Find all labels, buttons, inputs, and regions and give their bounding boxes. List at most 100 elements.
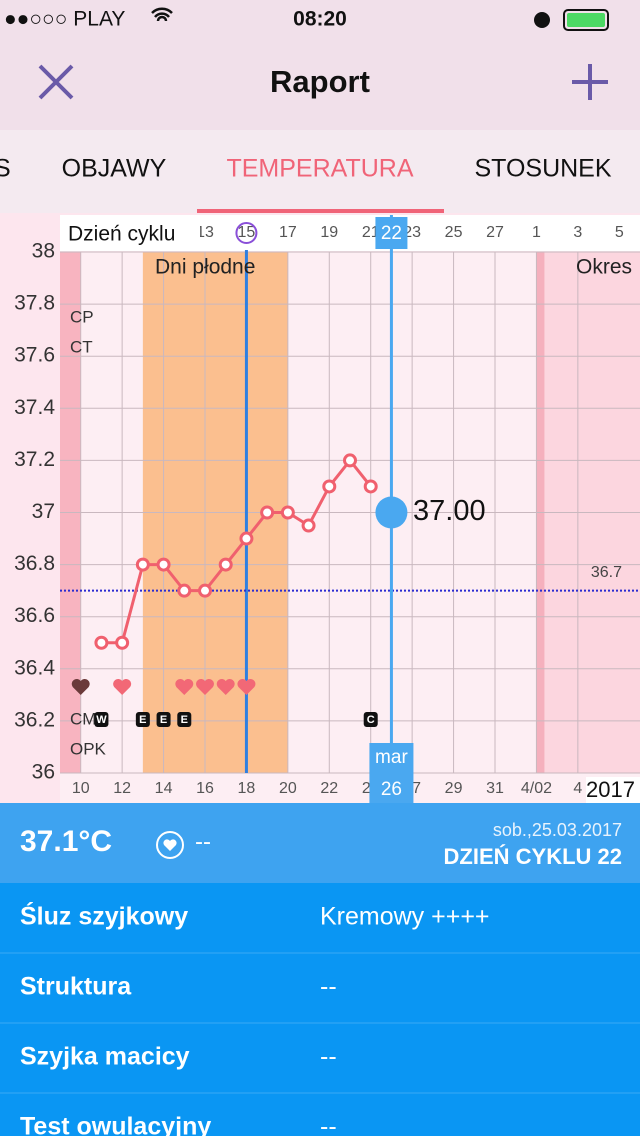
coverline-label: 36.7 [591, 564, 622, 581]
battery [563, 9, 609, 31]
selected-day-box [375, 217, 408, 249]
intercourse-heart [216, 679, 235, 695]
row-label: CP [70, 307, 94, 326]
header-bg [0, 0, 640, 130]
date-tick-label: 16 [196, 780, 214, 797]
x-tick-label: 21 [362, 224, 380, 241]
selected-date-box [369, 743, 414, 803]
mucus-label: E [181, 714, 188, 726]
temperature-point [198, 583, 212, 598]
temperature: 37.1°C [20, 825, 112, 858]
clock: 08:20 [293, 8, 347, 31]
summary-cycle-day: DZIEŃ CYKLU 22 [444, 844, 622, 869]
tab[interactable]: TEMPERATURA [226, 155, 413, 183]
selected-date: 26 [381, 779, 402, 800]
row-label: OPK [70, 739, 107, 758]
y-tick-label: 37.2 [14, 448, 55, 471]
battery-level [567, 13, 605, 27]
date-tick-label: 29 [445, 780, 463, 797]
y-tick-label: 37 [32, 500, 55, 523]
y-tick-label: 36.2 [14, 708, 55, 731]
intercourse-heart [237, 679, 256, 695]
temperature-point [363, 479, 378, 494]
y-tick-label: 37.6 [14, 344, 55, 367]
year-bg [586, 777, 640, 803]
x-tick-label: 3 [573, 224, 582, 241]
date-tick-label: 4/02 [521, 780, 552, 797]
date-tick-label: 18 [238, 780, 256, 797]
alarm-icon [534, 12, 550, 28]
temperature-point [239, 531, 254, 546]
mucus-label: C [367, 714, 375, 726]
tabs-bg [0, 130, 640, 215]
temperature-point [115, 635, 130, 650]
mucus-label: E [160, 714, 167, 726]
temperature-point [156, 557, 171, 572]
temperature-point [94, 635, 109, 650]
summary-bg [0, 803, 640, 883]
x-tick-label: 1 [532, 224, 541, 241]
heart-glyph [163, 839, 177, 851]
y-tick-label: 37.8 [14, 292, 55, 315]
add-button[interactable] [572, 64, 608, 100]
selected-month: mar [375, 747, 408, 768]
row-label[interactable]: Śluz szyjkowy [20, 901, 188, 931]
heart-icon [156, 831, 184, 859]
y-tick-label: 36 [32, 761, 55, 784]
row-value: -- [320, 1113, 337, 1136]
temperature-point [322, 479, 337, 494]
temperature-point [343, 453, 357, 468]
row-value: Kremowy ++++ [320, 903, 490, 931]
row-label[interactable]: Test owulacyjny [20, 1113, 211, 1136]
intercourse-heart [196, 679, 214, 695]
row-label[interactable]: Struktura [20, 973, 132, 1001]
wifi-icon [151, 7, 173, 22]
temperature-point [135, 557, 150, 572]
date-tick-label: 12 [113, 780, 131, 797]
row-label[interactable]: Szyjka macicy [20, 1043, 190, 1071]
row-value: -- [320, 1043, 337, 1071]
mucus-marker [135, 712, 150, 727]
date-tick-label: 20 [279, 780, 297, 797]
intercourse-heart [71, 679, 90, 695]
intercourse-heart [175, 679, 194, 695]
mucus-marker [177, 712, 192, 727]
tab[interactable]: STOSUNEK [474, 155, 611, 183]
tab[interactable]: S [0, 155, 11, 183]
x-tick-label: 25 [445, 224, 463, 241]
mucus-marker [156, 712, 171, 727]
summary-note: -- [195, 828, 211, 855]
tab[interactable]: OBJAWY [62, 155, 167, 183]
x-axis-label: Dzień cyklu [68, 223, 175, 246]
intercourse-heart [113, 679, 132, 695]
x-tick-label: 15 [238, 224, 256, 241]
period-label: Okres [576, 256, 632, 279]
x-tick-label: 5 [615, 224, 624, 241]
date-tick-label: 31 [486, 780, 504, 797]
year-label: 2017 [586, 777, 635, 802]
details-bg [0, 883, 640, 1136]
x-tick-label: 23 [403, 224, 421, 241]
date-tick-label: 10 [72, 780, 90, 797]
close-button[interactable] [38, 64, 74, 100]
summary-date: sob.,25.03.2017 [493, 820, 622, 840]
x-label-bg [60, 215, 200, 251]
row-label: CT [70, 337, 93, 356]
temperature-point [301, 518, 316, 533]
ovulation-marker [235, 222, 258, 244]
y-tick-label: 38 [32, 240, 55, 263]
selected-value: 37.00 [413, 495, 486, 527]
temperature-point [260, 505, 275, 520]
y-tick-label: 36.8 [14, 552, 55, 575]
carrier: ●●○○○ PLAY [4, 8, 125, 31]
date-tick-label: 22 [320, 780, 338, 797]
date-tick-label: 14 [155, 780, 173, 797]
nav-title: Raport [270, 64, 370, 99]
x-tick-label: 17 [279, 224, 297, 241]
mucus-marker [363, 712, 378, 727]
selected-day: 22 [381, 223, 402, 244]
row-value: -- [320, 973, 337, 1001]
temperature-point [280, 505, 295, 520]
y-tick-label: 37.4 [14, 396, 55, 419]
